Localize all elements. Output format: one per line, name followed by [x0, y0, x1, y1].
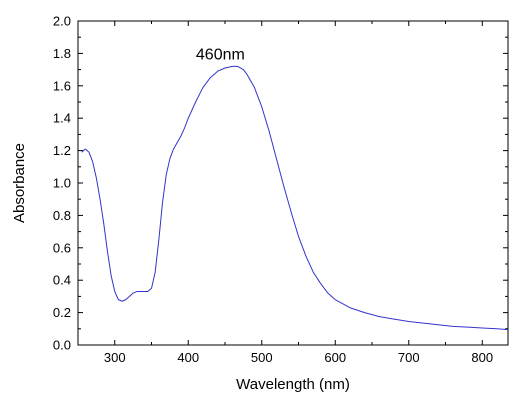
plot-border: [77, 20, 509, 346]
x-axis-ticks: 300 400 500 600 700 800: [77, 21, 493, 365]
y-axis-ticks: 0.0 0.2 0.4 0.6 0.8 1.0 1.2 1.4 1.6 1.8 2.0: [53, 14, 508, 353]
y-tick-label: 1.0: [53, 176, 71, 191]
y-tick-label: 0.8: [53, 208, 71, 223]
y-tick-label: 0.6: [53, 240, 71, 255]
y-tick-label: 1.8: [53, 46, 71, 61]
plot-frame: [77, 20, 509, 346]
peak-annotation: 460nm: [196, 46, 245, 63]
y-tick-label: 1.2: [53, 143, 71, 158]
y-tick-label: 1.4: [53, 111, 71, 126]
x-tick-label: 700: [398, 350, 420, 365]
absorbance-series-line: [81, 65, 509, 331]
series-layer: [81, 65, 509, 331]
y-tick-label: 0.2: [53, 305, 71, 320]
y-axis-title: Absorbance: [11, 143, 28, 223]
y-tick-label: 1.6: [53, 78, 71, 93]
y-tick-label: 2.0: [53, 14, 71, 29]
y-tick-label: 0.4: [53, 273, 71, 288]
y-tick-label: 0.0: [53, 338, 71, 353]
x-tick-label: 600: [324, 350, 346, 365]
x-tick-label: 500: [251, 350, 273, 365]
x-tick-label: 300: [104, 350, 126, 365]
x-axis-title: Wavelength (nm): [236, 376, 350, 393]
x-tick-label: 800: [471, 350, 493, 365]
x-tick-label: 400: [177, 350, 199, 365]
